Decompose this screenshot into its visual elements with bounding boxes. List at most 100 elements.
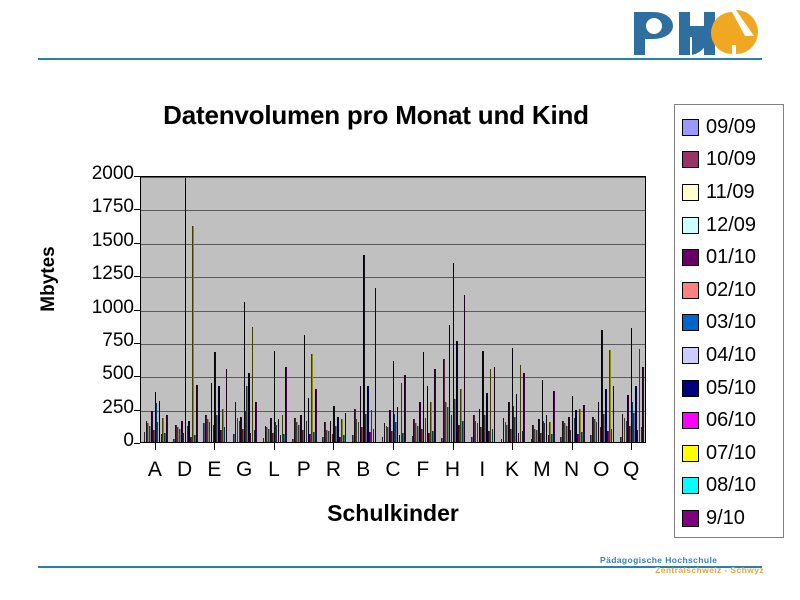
bar [357, 421, 360, 442]
bar [476, 423, 479, 442]
bar [307, 397, 310, 442]
chart-legend[interactable]: 09/09 10/09 11/09 12/09 01/10 02/10 03/10 04/10… [674, 104, 784, 538]
bar [236, 417, 239, 442]
legend-item[interactable]: 04/10 [682, 339, 778, 372]
legend-item[interactable]: 02/10 [682, 274, 778, 307]
bar [355, 419, 358, 442]
bar-group [320, 177, 350, 442]
legend-item[interactable]: 12/09 [682, 209, 778, 242]
bar [242, 428, 244, 442]
bar-max-marker [422, 352, 425, 442]
gridline [141, 310, 645, 312]
bar [608, 349, 611, 442]
legend-label: 06/10 [706, 409, 757, 432]
bar [188, 420, 191, 442]
bar [147, 423, 150, 442]
y-tick-label: 1250 [91, 263, 134, 285]
gridline [141, 343, 645, 345]
bar [595, 421, 598, 442]
bar [272, 432, 274, 442]
bar [478, 408, 481, 442]
legend-item[interactable]: 08/10 [682, 470, 778, 503]
y-tick-label: 1500 [91, 229, 134, 251]
bar [551, 434, 553, 442]
footer-branding: Pädagogische Hochschule Zentralschweiz -… [600, 555, 800, 576]
bar-group [171, 177, 201, 442]
y-tick-label: 0 [123, 430, 134, 451]
legend-item[interactable]: 09/09 [682, 111, 778, 144]
bar-group [409, 177, 439, 442]
y-axis-tick-labels: 0 250 500 750 1000 1250 1500 1750 2000 [44, 163, 134, 451]
bar-max-marker [333, 406, 335, 442]
bar [337, 416, 339, 442]
bar [566, 425, 568, 442]
bar [192, 225, 194, 442]
bar [413, 419, 416, 442]
bar [461, 420, 464, 442]
bar-group [141, 177, 171, 442]
bar [387, 427, 390, 442]
legend-color-swatch [682, 281, 699, 299]
bar [448, 324, 451, 442]
bar [569, 430, 572, 442]
x-tick-label: C [385, 458, 401, 481]
legend-color-swatch [682, 379, 699, 397]
header-divider [38, 58, 762, 60]
bar [182, 432, 185, 442]
bar [277, 419, 280, 442]
legend-label: 05/10 [706, 376, 757, 399]
bar [420, 429, 423, 442]
bar [489, 368, 492, 442]
bar [430, 401, 432, 442]
bar [573, 417, 576, 442]
bar [543, 423, 546, 442]
bar [536, 430, 538, 442]
bar [434, 368, 436, 442]
y-tick-label: 250 [102, 396, 134, 418]
legend-item[interactable]: 07/10 [682, 437, 778, 470]
legend-color-swatch [682, 216, 699, 234]
bar [370, 409, 373, 442]
bar [329, 420, 332, 442]
bar [352, 434, 354, 442]
legend-item[interactable]: 01/10 [682, 241, 778, 274]
bar [553, 391, 555, 442]
y-tick-mark [134, 443, 140, 444]
legend-item[interactable]: 9/10 [682, 502, 778, 535]
bar [218, 385, 220, 442]
x-tick-label: R [325, 458, 342, 481]
legend-item[interactable]: 11/09 [682, 176, 778, 209]
bar [506, 424, 509, 442]
bar [216, 415, 218, 442]
bar [166, 415, 168, 442]
bar [508, 401, 510, 442]
bar [432, 431, 434, 442]
legend-item[interactable]: 05/10 [682, 372, 778, 405]
legend-item[interactable]: 06/10 [682, 404, 778, 437]
bar [415, 423, 417, 442]
x-tick-label: D [177, 458, 193, 481]
bar [458, 424, 460, 442]
bar [517, 432, 520, 442]
y-tick-mark [134, 409, 140, 411]
x-tick-label: K [505, 458, 520, 481]
bar-max-marker [601, 329, 603, 442]
bar [275, 424, 278, 442]
footer-institution-name: Pädagogische Hochschule [600, 555, 718, 565]
bar [164, 432, 166, 442]
bar [577, 434, 579, 442]
legend-color-swatch [682, 249, 699, 267]
bar [398, 434, 401, 442]
bar [232, 434, 235, 442]
legend-item[interactable]: 10/09 [682, 144, 778, 177]
legend-label: 01/10 [706, 246, 757, 269]
plot-area [140, 176, 646, 443]
bar [523, 372, 525, 442]
bar [454, 399, 457, 442]
legend-item[interactable]: 03/10 [682, 307, 778, 340]
bar [545, 415, 548, 442]
bar [599, 427, 602, 442]
bar-max-marker [512, 347, 514, 442]
bar-group [349, 177, 379, 442]
